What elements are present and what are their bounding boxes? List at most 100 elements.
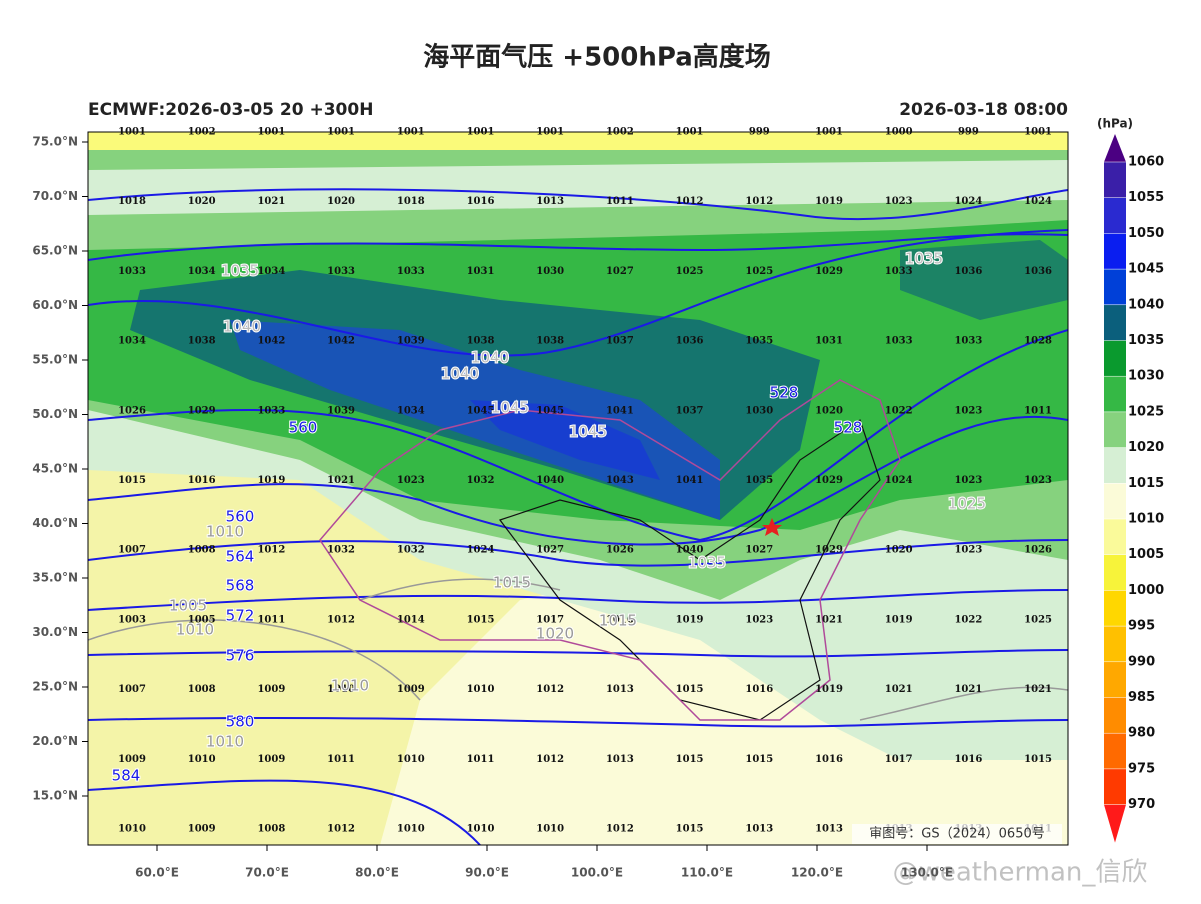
station-value: 1019 xyxy=(885,614,913,625)
station-value: 1029 xyxy=(815,266,843,277)
colorbar-band xyxy=(1104,554,1126,591)
station-value: 1001 xyxy=(1024,127,1052,138)
station-value: 1023 xyxy=(954,475,982,486)
station-value: 1031 xyxy=(815,336,843,347)
colorbar-band xyxy=(1104,162,1126,198)
station-value: 1017 xyxy=(536,614,564,625)
station-value: 1045 xyxy=(536,405,564,416)
station-value: 1032 xyxy=(327,545,355,556)
lon-label: 130.0°E xyxy=(901,866,953,880)
colorbar-band xyxy=(1104,376,1126,412)
station-value: 1035 xyxy=(745,336,773,347)
station-value: 1012 xyxy=(536,754,564,765)
station-value: 1012 xyxy=(606,824,634,835)
station-value: 1019 xyxy=(676,614,704,625)
station-value: 1010 xyxy=(188,754,216,765)
station-value: 999 xyxy=(749,127,770,138)
station-value: 1023 xyxy=(397,475,425,486)
map-fill xyxy=(88,132,1068,845)
station-value: 1011 xyxy=(1024,405,1052,416)
station-value: 1010 xyxy=(397,754,425,765)
station-value: 1023 xyxy=(954,405,982,416)
station-value: 1043 xyxy=(606,475,634,486)
contour-label: 1010 xyxy=(206,733,244,751)
station-value: 1033 xyxy=(954,336,982,347)
station-value: 1024 xyxy=(467,545,495,556)
station-value: 1033 xyxy=(327,266,355,277)
station-value: 1016 xyxy=(954,754,982,765)
station-value: 1007 xyxy=(118,684,146,695)
station-value: 1010 xyxy=(118,824,146,835)
station-value: 1021 xyxy=(885,684,913,695)
station-value: 1045 xyxy=(467,405,495,416)
station-value: 1001 xyxy=(118,127,146,138)
station-value: 1015 xyxy=(1024,754,1052,765)
station-value: 1030 xyxy=(745,405,773,416)
colorbar-label: 1020 xyxy=(1128,440,1164,455)
station-value: 1041 xyxy=(676,475,704,486)
lon-label: 80.0°E xyxy=(355,866,399,880)
lat-label: 45.0°N xyxy=(32,462,78,476)
station-value: 1012 xyxy=(257,545,285,556)
station-value: 1036 xyxy=(676,336,704,347)
station-value: 1025 xyxy=(745,266,773,277)
station-value: 1032 xyxy=(467,475,495,486)
station-value: 1019 xyxy=(257,475,285,486)
colorbar-label: 975 xyxy=(1128,761,1155,776)
lat-label: 15.0°N xyxy=(32,789,78,803)
contour-label: 584 xyxy=(112,767,141,785)
station-value: 1012 xyxy=(536,684,564,695)
station-value: 1036 xyxy=(1024,266,1052,277)
station-value: 1040 xyxy=(676,545,704,556)
station-value: 1012 xyxy=(327,614,355,625)
station-value: 1012 xyxy=(676,196,704,207)
contour-label: 1005 xyxy=(169,597,207,615)
colorbar-cap xyxy=(1104,804,1126,843)
lon-label: 120.0°E xyxy=(791,866,843,880)
station-value: 1010 xyxy=(536,824,564,835)
station-value: 1033 xyxy=(118,266,146,277)
station-value: 1026 xyxy=(118,405,146,416)
station-value: 1001 xyxy=(536,127,564,138)
station-value: 1029 xyxy=(815,475,843,486)
lon-label: 90.0°E xyxy=(465,866,509,880)
station-value: 1016 xyxy=(188,475,216,486)
station-value: 1020 xyxy=(885,545,913,556)
colorbar-label: 1030 xyxy=(1128,369,1164,384)
station-value: 1033 xyxy=(257,405,285,416)
station-value: 1025 xyxy=(676,266,704,277)
station-value: 1020 xyxy=(188,196,216,207)
station-value: 1001 xyxy=(327,127,355,138)
contour-label: 560 xyxy=(226,508,255,526)
station-value: 1033 xyxy=(397,266,425,277)
station-value: 1039 xyxy=(327,405,355,416)
colorbar-label: 1045 xyxy=(1128,262,1164,277)
station-value: 1024 xyxy=(1024,196,1052,207)
station-value: 1010 xyxy=(467,684,495,695)
lat-label: 20.0°N xyxy=(32,734,78,748)
contour-label: 564 xyxy=(226,548,255,566)
station-value: 1018 xyxy=(397,196,425,207)
lat-label: 70.0°N xyxy=(32,189,78,203)
lon-label: 110.0°E xyxy=(681,866,733,880)
station-value: 1029 xyxy=(188,405,216,416)
station-value: 1041 xyxy=(606,405,634,416)
lat-label: 75.0°N xyxy=(32,135,78,149)
colorbar-band xyxy=(1104,233,1126,270)
station-value: 1011 xyxy=(257,614,285,625)
station-value: 1021 xyxy=(1024,684,1052,695)
station-value: 1009 xyxy=(257,684,285,695)
station-value: 1018 xyxy=(118,196,146,207)
station-value: 1019 xyxy=(815,196,843,207)
station-value: 1035 xyxy=(745,475,773,486)
station-value: 1008 xyxy=(188,545,216,556)
station-value: 1024 xyxy=(954,196,982,207)
station-value: 1016 xyxy=(815,754,843,765)
station-value: 1027 xyxy=(606,266,634,277)
lat-label: 35.0°N xyxy=(32,571,78,585)
station-value: 1013 xyxy=(606,754,634,765)
colorbar-label: 1000 xyxy=(1128,583,1164,598)
station-value: 1016 xyxy=(606,614,634,625)
colorbar-band xyxy=(1104,768,1126,805)
colorbar-label: 1055 xyxy=(1128,190,1164,205)
